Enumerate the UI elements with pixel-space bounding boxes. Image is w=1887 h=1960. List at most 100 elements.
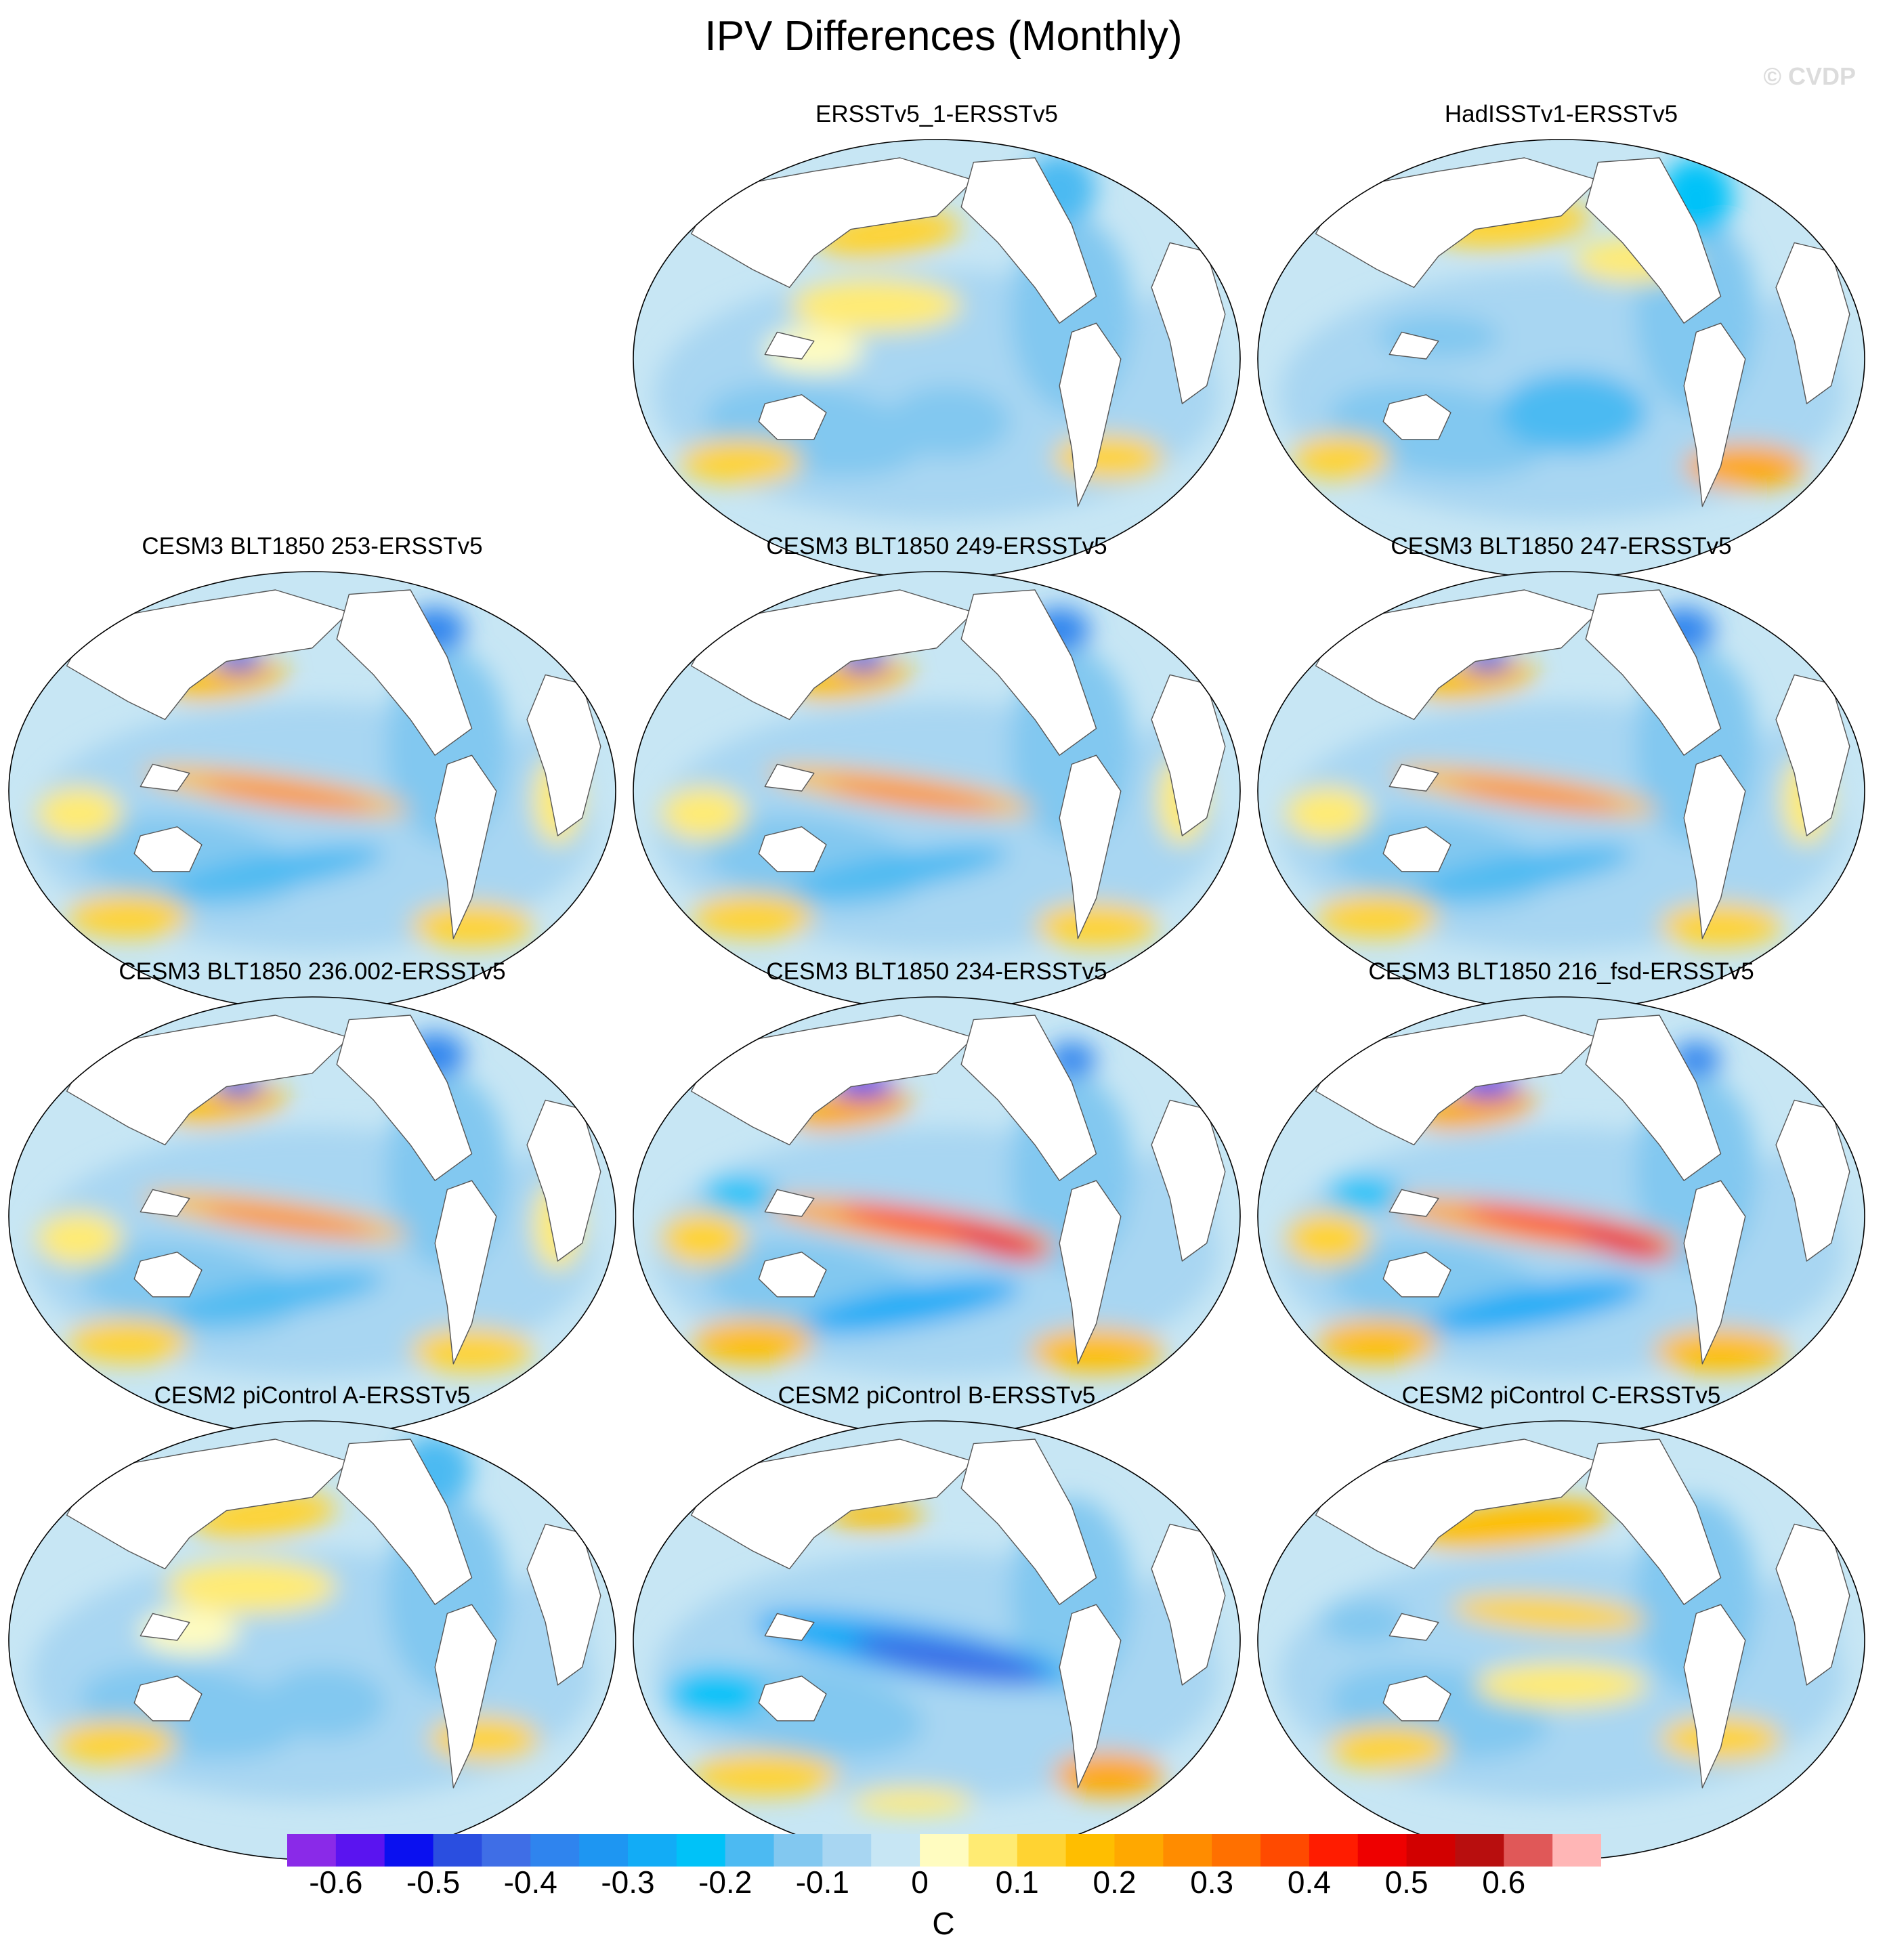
- land-mass: [1382, 1252, 1451, 1298]
- robinson-map: [1257, 139, 1865, 579]
- land-mass: [758, 394, 827, 440]
- map-panel: CESM3 BLT1850 216_fsd-ERSSTv5: [1254, 958, 1868, 1439]
- anomaly-blob: [165, 1560, 337, 1614]
- robinson-map: [633, 571, 1241, 1011]
- anomaly-blob: [66, 1319, 190, 1364]
- land-mass: [1683, 322, 1746, 507]
- colorbar-tick-label: 0: [911, 1865, 929, 1900]
- anomaly-blob: [1575, 1225, 1671, 1261]
- colorbar-swatch: [530, 1834, 580, 1867]
- anomaly-blob: [1451, 779, 1622, 812]
- colorbar-swatch: [1163, 1834, 1212, 1867]
- colorbar-tick-label: 0.2: [1093, 1865, 1137, 1900]
- anomaly-blob: [54, 1720, 177, 1766]
- anomaly-blob: [203, 1204, 373, 1237]
- map-panel: ERSSTv5_1-ERSSTv5: [630, 100, 1244, 581]
- colorbar-swatch: [676, 1834, 726, 1867]
- land-mass: [336, 1015, 473, 1181]
- colorbar-swatch: [482, 1834, 531, 1867]
- colorbar-swatch: [433, 1834, 482, 1867]
- panel-title: CESM3 BLT1850 249-ERSSTv5: [766, 533, 1107, 559]
- robinson-map: [633, 139, 1241, 579]
- anomaly-blob: [1285, 786, 1372, 840]
- colorbar-swatch: [1504, 1834, 1553, 1867]
- land-mass: [1382, 394, 1451, 440]
- colorbar-swatch: [627, 1834, 677, 1867]
- anomaly-blob: [1500, 372, 1647, 453]
- map-panel: CESM3 BLT1850 247-ERSSTv5: [1254, 532, 1868, 1013]
- colorbar-swatch: [968, 1834, 1018, 1867]
- anomaly-blob: [1285, 1212, 1372, 1266]
- robinson-map: [633, 1420, 1241, 1860]
- land-mass: [764, 763, 815, 792]
- anomaly-blob: [827, 779, 998, 812]
- panel-title: CESM2 piControl B-ERSSTv5: [778, 1382, 1096, 1409]
- anomaly-blob: [1328, 1725, 1451, 1770]
- colorbar-tick-label: 0.6: [1482, 1865, 1526, 1900]
- colorbar-swatch: [384, 1834, 434, 1867]
- map-panel: CESM3 BLT1850 234-ERSSTv5: [630, 958, 1244, 1439]
- anomaly-blob: [66, 893, 190, 939]
- map-panel: CESM2 piControl C-ERSSTv5: [1254, 1382, 1868, 1862]
- land-mass: [1059, 322, 1122, 507]
- robinson-map: [633, 996, 1241, 1436]
- anomaly-blob: [1315, 893, 1439, 939]
- land-mass: [1388, 1189, 1439, 1217]
- colorbar-units: C: [932, 1906, 955, 1941]
- panel-title: ERSSTv5_1-ERSSTv5: [815, 101, 1058, 127]
- land-mass: [1059, 1180, 1122, 1365]
- anomaly-blob: [691, 1319, 814, 1364]
- land-mass: [1059, 1604, 1122, 1789]
- anomaly-blob: [887, 385, 1011, 458]
- anomaly-blob: [1028, 1328, 1164, 1373]
- colorbar-tick-label: -0.1: [795, 1865, 849, 1900]
- colorbar-swatch: [1552, 1834, 1601, 1867]
- land-mass: [764, 331, 815, 360]
- robinson-map: [1257, 571, 1865, 1011]
- anomaly-blob: [703, 1176, 778, 1212]
- anomaly-blob: [852, 1634, 1046, 1683]
- colorbar-swatch: [1212, 1834, 1261, 1867]
- anomaly-blob: [789, 278, 962, 333]
- anomaly-blob: [166, 1271, 385, 1323]
- land-mass: [764, 1613, 815, 1641]
- land-mass: [1585, 589, 1722, 756]
- anomaly-blob: [666, 1667, 765, 1721]
- anomaly-blob: [1328, 1176, 1402, 1212]
- colorbar-swatch: [822, 1834, 872, 1867]
- robinson-map: [1257, 996, 1865, 1436]
- robinson-map: [8, 996, 616, 1436]
- map-panel: CESM2 piControl B-ERSSTv5: [630, 1382, 1244, 1862]
- land-mass: [960, 1015, 1097, 1181]
- land-mass: [1683, 1604, 1746, 1789]
- anomaly-blob: [790, 845, 1009, 898]
- land-mass: [1388, 1613, 1439, 1641]
- land-mass: [1388, 331, 1439, 360]
- colorbar: [287, 1834, 1601, 1867]
- panel-title: CESM3 BLT1850 253-ERSSTv5: [142, 533, 483, 559]
- colorbar-swatch: [1455, 1834, 1504, 1867]
- colorbar-swatch: [725, 1834, 775, 1867]
- anomaly-blob: [691, 1752, 839, 1797]
- anomaly-blob: [1659, 903, 1783, 947]
- anomaly-blob: [1291, 435, 1390, 480]
- land-mass: [133, 826, 203, 872]
- colorbar-swatch: [1017, 1834, 1067, 1867]
- anomaly-blob: [1034, 903, 1158, 947]
- robinson-map: [8, 1420, 616, 1860]
- land-mass: [434, 1180, 497, 1365]
- map-panel: CESM2 piControl A-ERSSTv5: [5, 1382, 619, 1862]
- anomaly-blob: [1451, 1594, 1647, 1633]
- colorbar-tick-label: 0.5: [1384, 1865, 1428, 1900]
- anomaly-blob: [410, 1328, 534, 1373]
- land-mass: [434, 754, 497, 939]
- anomaly-blob: [1415, 845, 1634, 898]
- land-mass: [1382, 1676, 1451, 1722]
- land-mass: [1585, 157, 1722, 324]
- colorbar-swatch: [871, 1834, 920, 1867]
- anomaly-blob: [691, 893, 814, 939]
- anomaly-blob: [1053, 435, 1164, 480]
- map-panel: CESM3 BLT1850 249-ERSSTv5: [630, 532, 1244, 1013]
- anomaly-blob: [1428, 1278, 1646, 1334]
- land-mass: [140, 1613, 190, 1641]
